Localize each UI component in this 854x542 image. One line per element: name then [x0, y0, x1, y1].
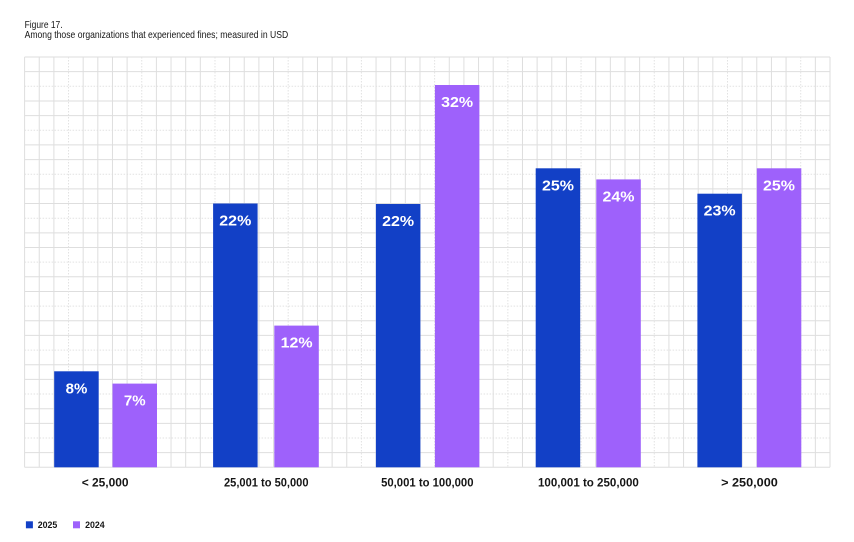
svg-text:8%: 8%	[66, 381, 88, 397]
svg-text:32%: 32%	[441, 95, 473, 111]
svg-text:< 25,000: < 25,000	[82, 476, 129, 490]
svg-text:24%: 24%	[603, 189, 635, 205]
svg-text:25%: 25%	[763, 178, 795, 194]
svg-text:Among those organizations that: Among those organizations that experienc…	[25, 30, 289, 41]
svg-text:25%: 25%	[542, 178, 574, 194]
svg-text:23%: 23%	[704, 204, 736, 220]
svg-text:7%: 7%	[124, 394, 146, 410]
svg-text:25,001 to 50,000: 25,001 to 50,000	[224, 476, 309, 490]
svg-text:12%: 12%	[281, 336, 313, 352]
svg-text:22%: 22%	[382, 214, 414, 230]
svg-text:Figure 17.: Figure 17.	[25, 20, 63, 31]
svg-text:> 250,000: > 250,000	[721, 476, 778, 490]
svg-text:2024: 2024	[85, 520, 105, 531]
svg-text:22%: 22%	[219, 214, 251, 230]
svg-text:50,001 to 100,000: 50,001 to 100,000	[381, 476, 474, 490]
svg-text:2025: 2025	[38, 520, 58, 531]
svg-text:100,001 to 250,000: 100,001 to 250,000	[538, 476, 639, 490]
